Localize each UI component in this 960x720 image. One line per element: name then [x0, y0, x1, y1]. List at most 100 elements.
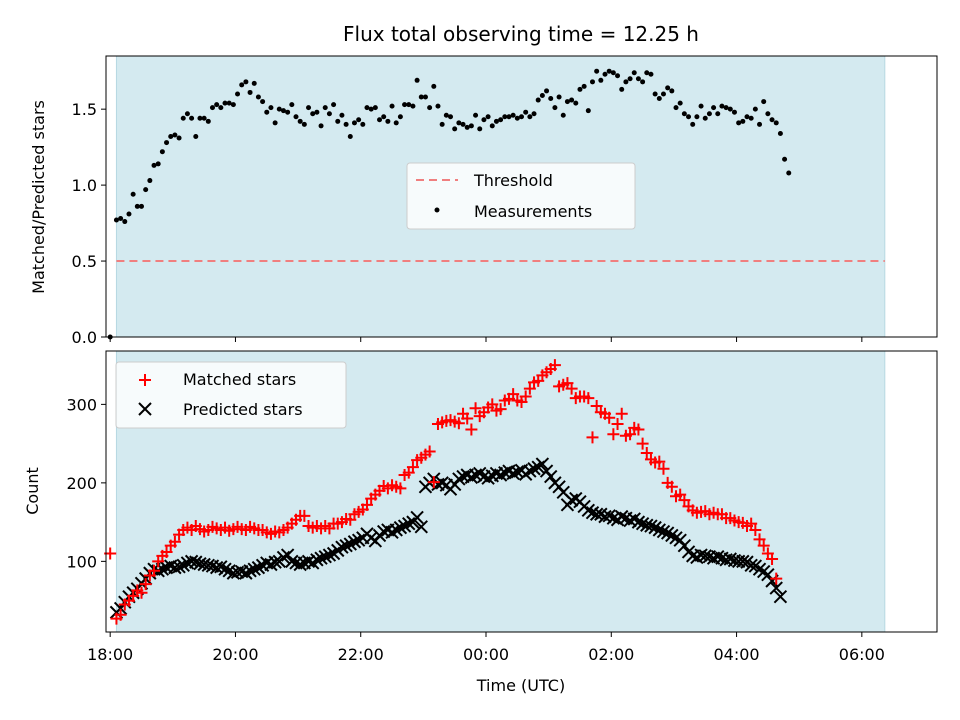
measurement-point — [159, 149, 165, 155]
measurement-point — [285, 109, 291, 115]
measurement-point — [297, 118, 303, 124]
measurement-point — [443, 112, 449, 118]
measurement-point — [577, 86, 583, 92]
measurement-point — [569, 97, 575, 103]
matched-point — [406, 461, 419, 474]
top-panel: 0.0 0.5 1.0 1.5 Matched/Predicted stars Thr… — [29, 55, 938, 347]
measurement-point — [126, 211, 132, 217]
measurement-point — [706, 111, 712, 117]
measurement-point — [531, 111, 537, 117]
measurement-point — [427, 105, 433, 111]
measurement-point — [715, 111, 721, 117]
predicted-point — [247, 562, 261, 576]
measurement-point — [243, 79, 249, 85]
measurement-point — [640, 79, 646, 85]
matched-point — [469, 402, 482, 415]
x-tick-label: 20:00 — [212, 645, 258, 664]
measurement-point — [702, 115, 708, 121]
predicted-point — [665, 528, 679, 543]
top-y-tick-label: 0.5 — [72, 252, 97, 271]
predicted-point — [414, 520, 428, 534]
measurement-point — [782, 156, 788, 162]
matched-point — [757, 539, 770, 552]
measurement-point — [765, 111, 771, 117]
measurement-point — [698, 103, 704, 109]
matched-point — [114, 608, 127, 621]
measurement-point — [389, 103, 395, 109]
top-legend: Threshold Measurements — [406, 162, 636, 230]
measurements-legend-swatch — [434, 207, 440, 213]
measurement-point — [205, 118, 211, 124]
matched-point — [565, 382, 578, 395]
measurement-point — [761, 99, 767, 105]
measurement-point — [510, 112, 516, 118]
top-legend-box — [406, 162, 636, 230]
matched-point — [678, 494, 691, 507]
predicted-point — [385, 525, 399, 540]
matched-point — [465, 423, 478, 436]
measurement-point — [218, 105, 224, 111]
matched-point — [665, 480, 678, 493]
measurement-point — [740, 118, 746, 124]
matched-legend-swatch — [139, 374, 151, 386]
predicted-point — [581, 503, 596, 518]
predicted-point — [435, 476, 449, 490]
measurement-point — [656, 96, 662, 102]
matched-point — [461, 412, 474, 425]
measurement-point — [631, 70, 637, 76]
matched-point — [590, 399, 603, 412]
predicted-point — [723, 552, 738, 566]
bottom-legend: Matched stars Predicted stars — [115, 361, 347, 429]
matched-point — [749, 523, 762, 536]
measurement-point — [172, 132, 178, 138]
measurement-point — [711, 105, 717, 111]
measurement-point — [660, 91, 666, 97]
measurement-point — [326, 111, 332, 117]
measurement-point — [197, 115, 203, 121]
matched-point — [519, 390, 532, 403]
bottom-y-tick-label: 300 — [66, 395, 97, 414]
predicted-point — [527, 462, 541, 476]
matched-point — [168, 535, 181, 548]
x-tick-label: 06:00 — [839, 645, 885, 664]
measurement-point — [748, 115, 754, 121]
measurement-point — [410, 103, 416, 109]
measurement-point — [347, 134, 353, 140]
matched-point — [423, 445, 436, 458]
top-y-tick-label: 1.0 — [72, 176, 97, 195]
measurement-point — [301, 121, 307, 127]
measurement-point — [731, 109, 737, 115]
predicted-point — [510, 465, 525, 479]
predicted-legend-swatch — [138, 402, 152, 416]
x-tick-label: 22:00 — [338, 645, 384, 664]
x-tick-label: 00:00 — [463, 645, 509, 664]
measurement-point — [168, 134, 174, 140]
measurement-point — [585, 108, 591, 114]
measurement-point — [201, 115, 207, 121]
measurement-point — [560, 112, 566, 118]
measurement-point — [523, 109, 529, 115]
predicted-point — [343, 537, 357, 551]
matched-legend-label: Matched stars — [183, 370, 296, 389]
matched-point — [636, 437, 649, 450]
predicted-point — [744, 558, 758, 572]
measurement-point — [209, 105, 215, 111]
predicted-point — [264, 557, 278, 572]
matched-point — [548, 359, 561, 372]
predicted-point — [615, 509, 629, 524]
measurement-point — [130, 191, 136, 197]
predicted-point — [481, 471, 495, 485]
measurement-point — [786, 170, 792, 176]
matched-point — [360, 498, 373, 511]
matched-point — [523, 382, 536, 395]
measurement-point — [402, 102, 408, 108]
measurement-point — [364, 105, 370, 111]
predicted-point — [452, 472, 466, 486]
measurement-point — [736, 120, 742, 126]
measurement-point — [331, 102, 337, 108]
measurement-point — [335, 118, 341, 124]
matched-point — [615, 407, 628, 420]
measurement-point — [176, 135, 182, 141]
matched-point — [766, 553, 779, 566]
